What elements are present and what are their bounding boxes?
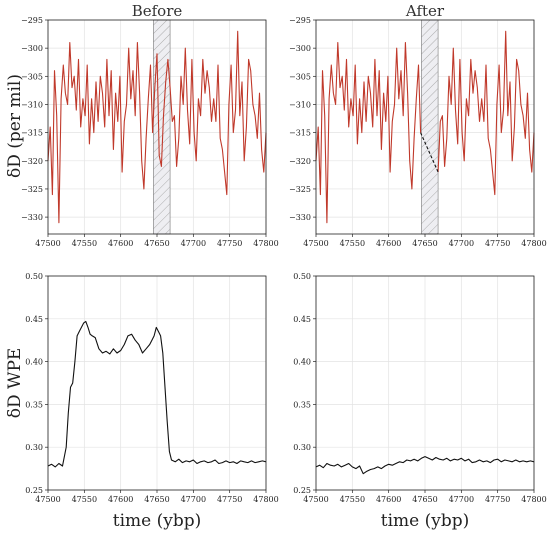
x-tick-label: 47500 [35, 239, 60, 248]
y-tick-label: −315 [289, 129, 311, 138]
series-line-interpolated [420, 132, 439, 173]
y-tick-label: 0.40 [293, 358, 311, 367]
x-tick-label: 47750 [485, 495, 510, 504]
x-tick-label: 47550 [72, 495, 97, 504]
x-tick-label: 47800 [521, 495, 546, 504]
x-tick-label: 47650 [144, 239, 169, 248]
series-line-0 [47, 30, 267, 224]
series-line-0 [315, 456, 535, 475]
panel-before-deltaD: Before δD (per mil) 47500 47550 47600 47650… [5, 2, 279, 248]
panel-before-wpe: δD WPE time (ybp) 47500 47550 47600 47650 47… [5, 272, 279, 531]
y-tick-label: 0.25 [293, 486, 311, 495]
y-tick-label: 0.35 [293, 400, 311, 409]
x-tick-label: 47800 [253, 239, 278, 248]
y-tick-label: 0.45 [293, 315, 311, 324]
panel-title-after: After [405, 2, 445, 20]
series-line-1 [437, 30, 535, 196]
x-tick-label: 47500 [303, 239, 328, 248]
y-tick-label: −295 [289, 16, 311, 25]
y-tick-label: −330 [289, 213, 311, 222]
shaded-gap-hatch [421, 20, 439, 234]
series-line-0 [47, 320, 267, 468]
x-tick-label: 47750 [217, 495, 242, 504]
y-tick-label: −300 [289, 44, 311, 53]
y-tick-label: −320 [289, 157, 311, 166]
y-tick-label: −305 [21, 72, 43, 81]
shaded-gap-hatch [153, 20, 171, 234]
y-tick-label: 0.30 [293, 443, 311, 452]
y-tick-label: −305 [289, 72, 311, 81]
panel-after-wpe: time (ybp) 47500 47550 47600 47650 47700 4775… [293, 272, 547, 531]
x-tick-label: 47550 [72, 239, 97, 248]
y-tick-label: 0.30 [25, 443, 43, 452]
x-tick-label: 47650 [412, 495, 437, 504]
x-tick-label: 47650 [144, 495, 169, 504]
y-tick-label: −310 [21, 100, 43, 109]
y-tick-label: 0.25 [25, 486, 43, 495]
x-tick-label: 47700 [181, 495, 206, 504]
y-tick-label: 0.40 [25, 358, 43, 367]
x-tick-label: 47600 [108, 495, 133, 504]
x-tick-label: 47500 [303, 495, 328, 504]
y-tick-label: −320 [21, 157, 43, 166]
x-tick-label: 47750 [485, 239, 510, 248]
xlabel-time-right: time (ybp) [381, 511, 470, 531]
y-tick-label: 0.50 [293, 272, 311, 281]
xlabel-time-left: time (ybp) [113, 511, 202, 531]
x-tick-label: 47650 [412, 239, 437, 248]
y-tick-label: −295 [21, 16, 43, 25]
x-tick-label: 47550 [340, 495, 365, 504]
x-tick-label: 47800 [521, 239, 546, 248]
y-tick-label: −325 [289, 185, 311, 194]
panel-title-before: Before [132, 2, 183, 20]
x-tick-label: 47700 [449, 495, 474, 504]
y-tick-label: 0.45 [25, 315, 43, 324]
y-tick-label: 0.50 [25, 272, 43, 281]
x-tick-label: 47600 [376, 495, 401, 504]
y-tick-label: −325 [21, 185, 43, 194]
x-tick-label: 47600 [376, 239, 401, 248]
x-tick-label: 47750 [217, 239, 242, 248]
panel-after-deltaD: After 47500 47550 47600 47650 47700 47750 4780… [289, 2, 547, 248]
x-tick-label: 47700 [449, 239, 474, 248]
x-tick-label: 47600 [108, 239, 133, 248]
x-tick-label: 47800 [253, 495, 278, 504]
x-tick-label: 47550 [340, 239, 365, 248]
y-tick-label: −310 [289, 100, 311, 109]
ylabel-deltaD: δD (per mil) [5, 74, 25, 178]
y-tick-label: −300 [21, 44, 43, 53]
y-tick-label: −315 [21, 129, 43, 138]
y-tick-label: −330 [21, 213, 43, 222]
y-tick-label: 0.35 [25, 400, 43, 409]
ylabel-wpe: δD WPE [5, 348, 25, 419]
x-tick-label: 47500 [35, 495, 60, 504]
series-line-0 [315, 41, 422, 224]
x-tick-label: 47700 [181, 239, 206, 248]
